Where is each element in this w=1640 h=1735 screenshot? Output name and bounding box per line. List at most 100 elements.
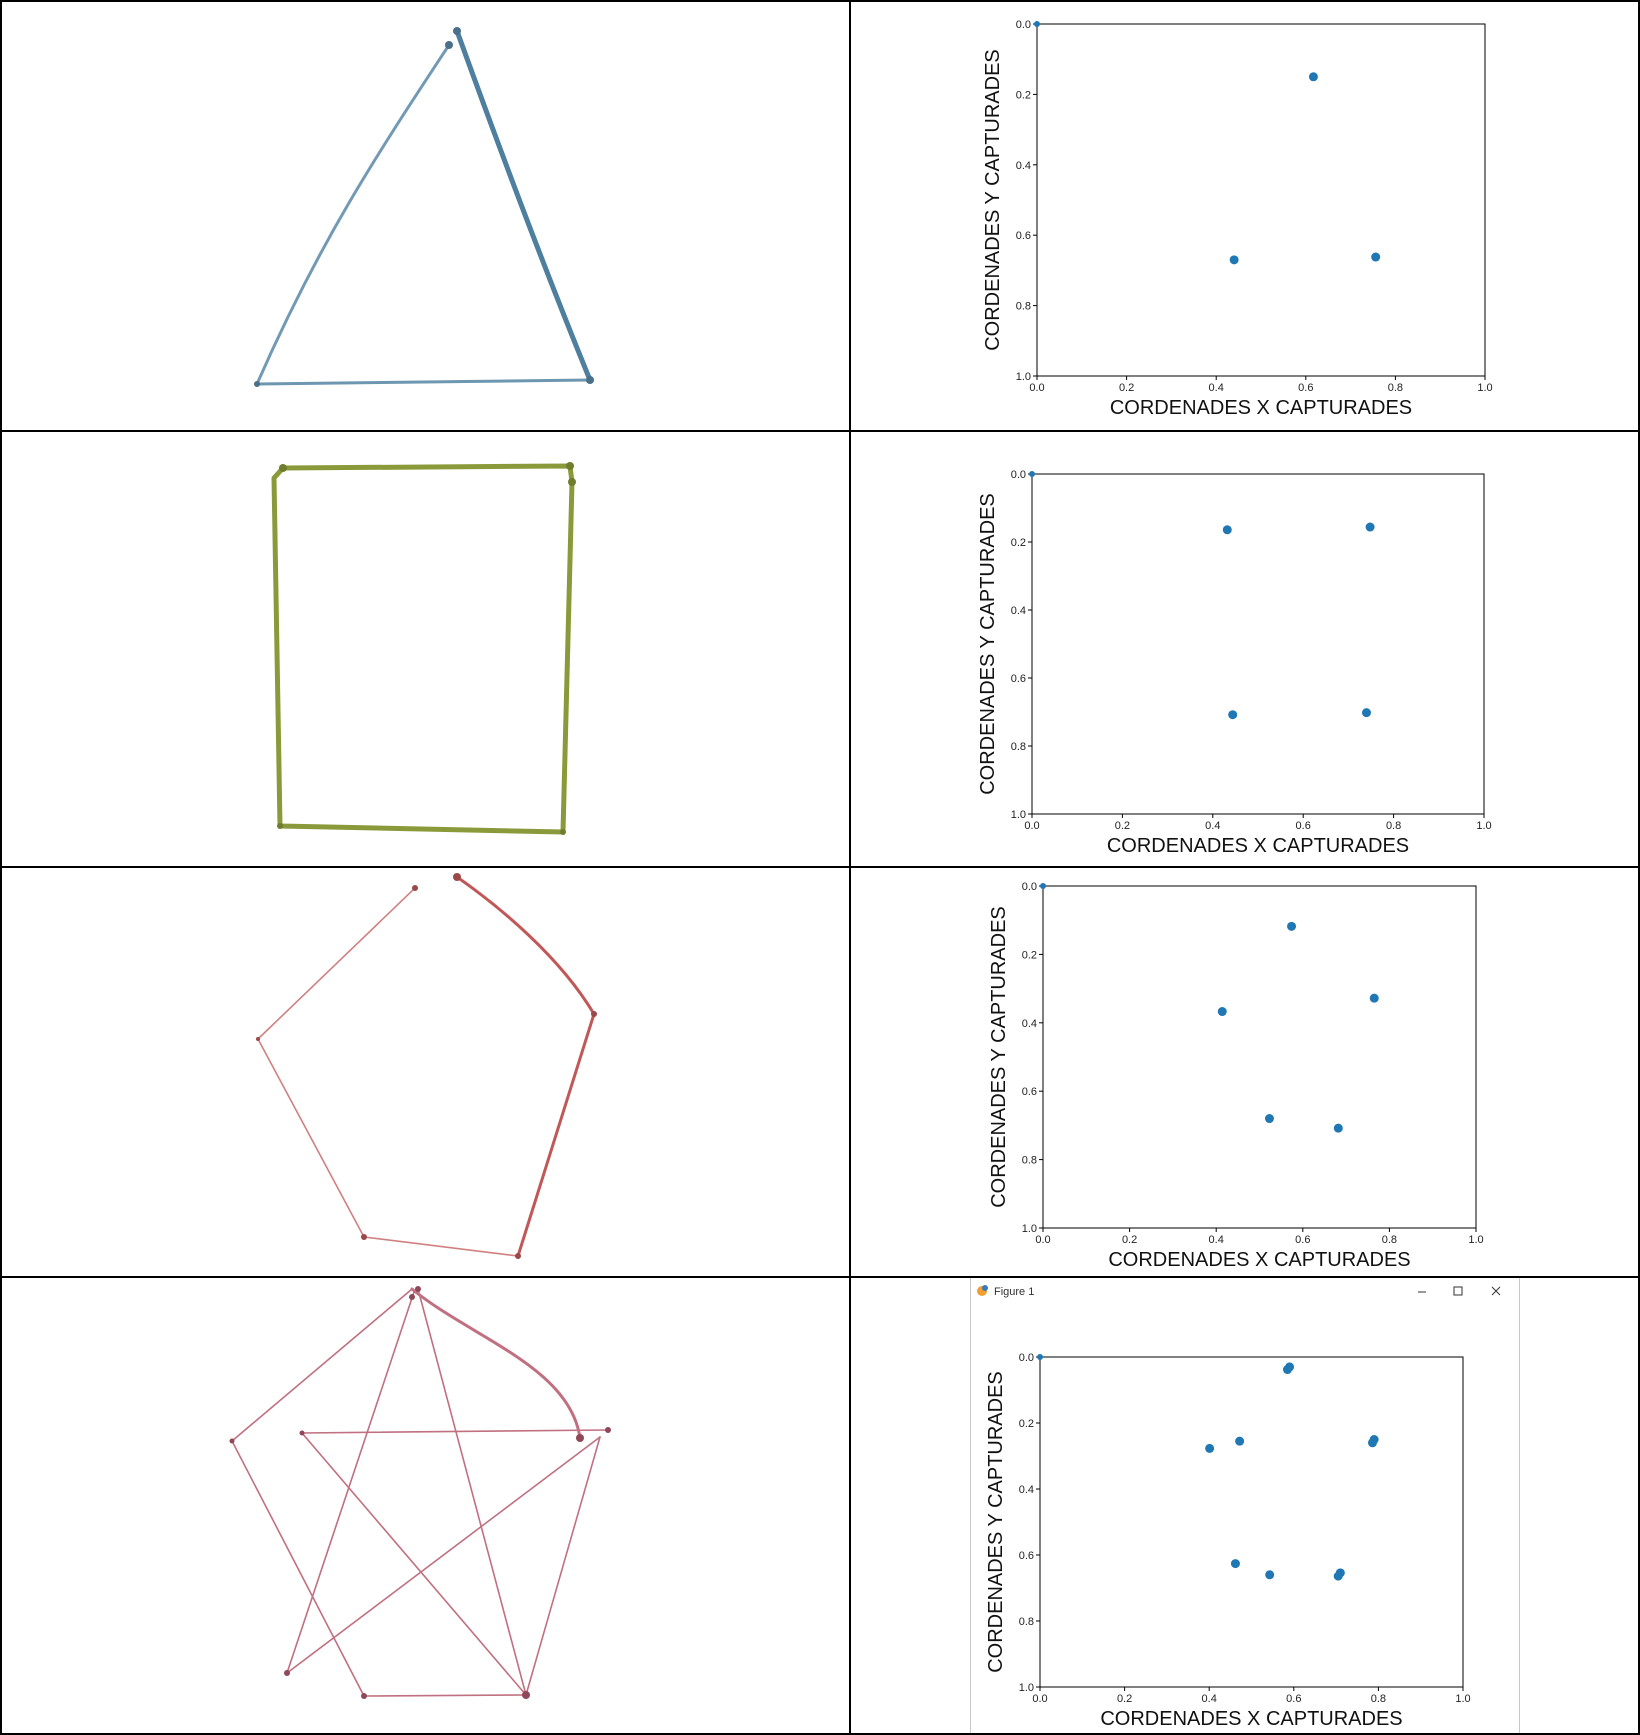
y-tick-label: 0.2 (1016, 89, 1031, 101)
y-tick-label: 0.4 (1019, 1484, 1034, 1496)
y-tick-label: 0.2 (1022, 949, 1037, 961)
chart-cell-4: 0.0 0.2 0.4 0.6 0.8 1.0 0.0 0.2 0.4 0.6 0.8 1.0 CORD… (850, 1277, 1640, 1735)
x-tick-label: 0.6 (1298, 382, 1313, 394)
table-row-divider-1 (0, 430, 1640, 432)
x-axis-label: CORDENADES X CAPTURADES (1110, 397, 1412, 419)
data-point (1230, 1559, 1240, 1569)
data-point (1265, 1570, 1275, 1580)
drawing-star-pentagon (229, 1286, 611, 1699)
chart-cell-1: 0.0 0.2 0.4 0.6 0.8 1.0 0.0 0.2 0.4 0.6 0.8 1.0 CORD… (850, 0, 1640, 430)
outer-pentagon-curve (410, 1287, 582, 1440)
data-point (1217, 1007, 1227, 1017)
x-tick-label: 0.8 (1382, 1234, 1397, 1246)
star-stroke-4 (301, 1429, 609, 1434)
x-tick-label: 0.0 (1035, 1234, 1050, 1246)
data-point (1034, 21, 1040, 27)
star-stroke-5 (301, 1432, 527, 1696)
x-tick-label: 0.6 (1286, 1693, 1301, 1705)
y-tick-label: 1.0 (1022, 1223, 1037, 1235)
y-tick-label: 0.6 (1016, 230, 1031, 242)
y-tick-label: 0.0 (1011, 469, 1026, 481)
y-tick-label: 0.0 (1016, 19, 1031, 31)
data-point (1228, 710, 1238, 720)
data-point (1229, 255, 1239, 265)
x-tick-label: 0.2 (1119, 382, 1134, 394)
star-stroke-1 (417, 1288, 527, 1696)
x-tick-label: 0.8 (1388, 382, 1403, 394)
plot-area (1039, 1356, 1464, 1688)
y-axis-label: CORDENADES Y CAPTURADES (977, 493, 999, 795)
x-tick-label: 0.8 (1371, 1693, 1386, 1705)
data-point (1371, 252, 1381, 262)
data-point (1222, 525, 1232, 535)
drawing-cell-triangle (0, 0, 850, 430)
table-border-top (0, 0, 1640, 2)
x-tick-label: 0.4 (1202, 1693, 1217, 1705)
data-point (1367, 1438, 1377, 1448)
x-tick-label: 0.8 (1386, 820, 1401, 832)
y-tick-label: 0.6 (1022, 1086, 1037, 1098)
close-icon[interactable] (1491, 1286, 1501, 1296)
y-tick-label: 0.4 (1016, 160, 1031, 172)
y-tick-label: 0.6 (1019, 1550, 1034, 1562)
y-tick-label: 0.8 (1022, 1155, 1037, 1167)
x-tick-label: 0.4 (1209, 1234, 1224, 1246)
y-tick-label: 0.0 (1022, 881, 1037, 893)
data-point (1029, 471, 1035, 477)
data-point (1287, 921, 1297, 931)
y-tick-label: 1.0 (1019, 1682, 1034, 1694)
y-tick-label: 0.2 (1011, 537, 1026, 549)
x-tick-label: 1.0 (1477, 382, 1492, 394)
y-tick-label: 1.0 (1011, 809, 1026, 821)
drawing-cell-star-pentagon (0, 1277, 850, 1735)
drawing-pentagon (256, 873, 597, 1259)
y-tick-label: 0.0 (1019, 1352, 1034, 1364)
scatter-chart-3: 0.0 0.2 0.4 0.6 0.8 1.00.00.20.40.60.81.0CORD… (988, 881, 1484, 1271)
data-point (1365, 522, 1375, 532)
triangle-stroke-left (255, 43, 451, 386)
data-point (1369, 993, 1379, 1003)
plot-area (1042, 885, 1477, 1229)
y-axis-label: CORDENADES Y CAPTURADES (988, 906, 1010, 1208)
plot-area (1036, 23, 1486, 377)
table-row-divider-2 (0, 866, 1640, 868)
x-tick-label: 0.6 (1295, 1234, 1310, 1246)
pentagon-stroke-thin (257, 887, 519, 1257)
x-tick-label: 0.6 (1296, 820, 1311, 832)
x-tick-label: 0.0 (1024, 820, 1039, 832)
data-point (1333, 1571, 1343, 1581)
outer-pentagon-stroke (231, 1288, 601, 1697)
scatter-chart-1: 0.0 0.2 0.4 0.6 0.8 1.00.00.20.40.60.81.0CORD… (982, 19, 1493, 419)
x-axis-label: CORDENADES X CAPTURADES (1108, 1249, 1410, 1271)
star-stroke-3 (286, 1436, 601, 1674)
drawing-cell-pentagon (0, 867, 850, 1277)
table-row-divider-3 (0, 1276, 1640, 1278)
triangle-stroke-right (454, 28, 593, 383)
y-tick-label: 0.6 (1011, 673, 1026, 685)
y-axis-label: CORDENADES Y CAPTURADES (985, 1371, 1007, 1673)
maximize-icon[interactable] (1453, 1286, 1463, 1296)
table-border-bottom (0, 1733, 1640, 1735)
star-stroke-2 (286, 1291, 415, 1674)
x-tick-label: 1.0 (1455, 1693, 1470, 1705)
x-tick-label: 0.2 (1122, 1234, 1137, 1246)
pentagon-stroke-thick (455, 875, 596, 1258)
data-point (1333, 1123, 1343, 1133)
data-point (1040, 883, 1046, 889)
x-tick-label: 1.0 (1476, 820, 1491, 832)
y-tick-label: 0.8 (1011, 741, 1026, 753)
data-point (1264, 1114, 1274, 1124)
scatter-chart-2: 0.0 0.2 0.4 0.6 0.8 1.00.00.20.40.60.81.0CORD… (977, 469, 1492, 857)
data-point (1361, 708, 1371, 718)
x-tick-label: 1.0 (1468, 1234, 1483, 1246)
y-tick-label: 0.4 (1011, 605, 1026, 617)
figure-window-title: Figure 1 (994, 1286, 1034, 1298)
x-tick-label: 0.4 (1209, 382, 1224, 394)
drawing-rectangle (271, 462, 576, 835)
x-axis-label: CORDENADES X CAPTURADES (1107, 835, 1409, 857)
x-tick-label: 0.2 (1115, 820, 1130, 832)
data-point (1037, 1354, 1043, 1360)
plot-area (1031, 473, 1485, 815)
drawing-triangle (254, 27, 594, 387)
data-point (1308, 72, 1318, 82)
